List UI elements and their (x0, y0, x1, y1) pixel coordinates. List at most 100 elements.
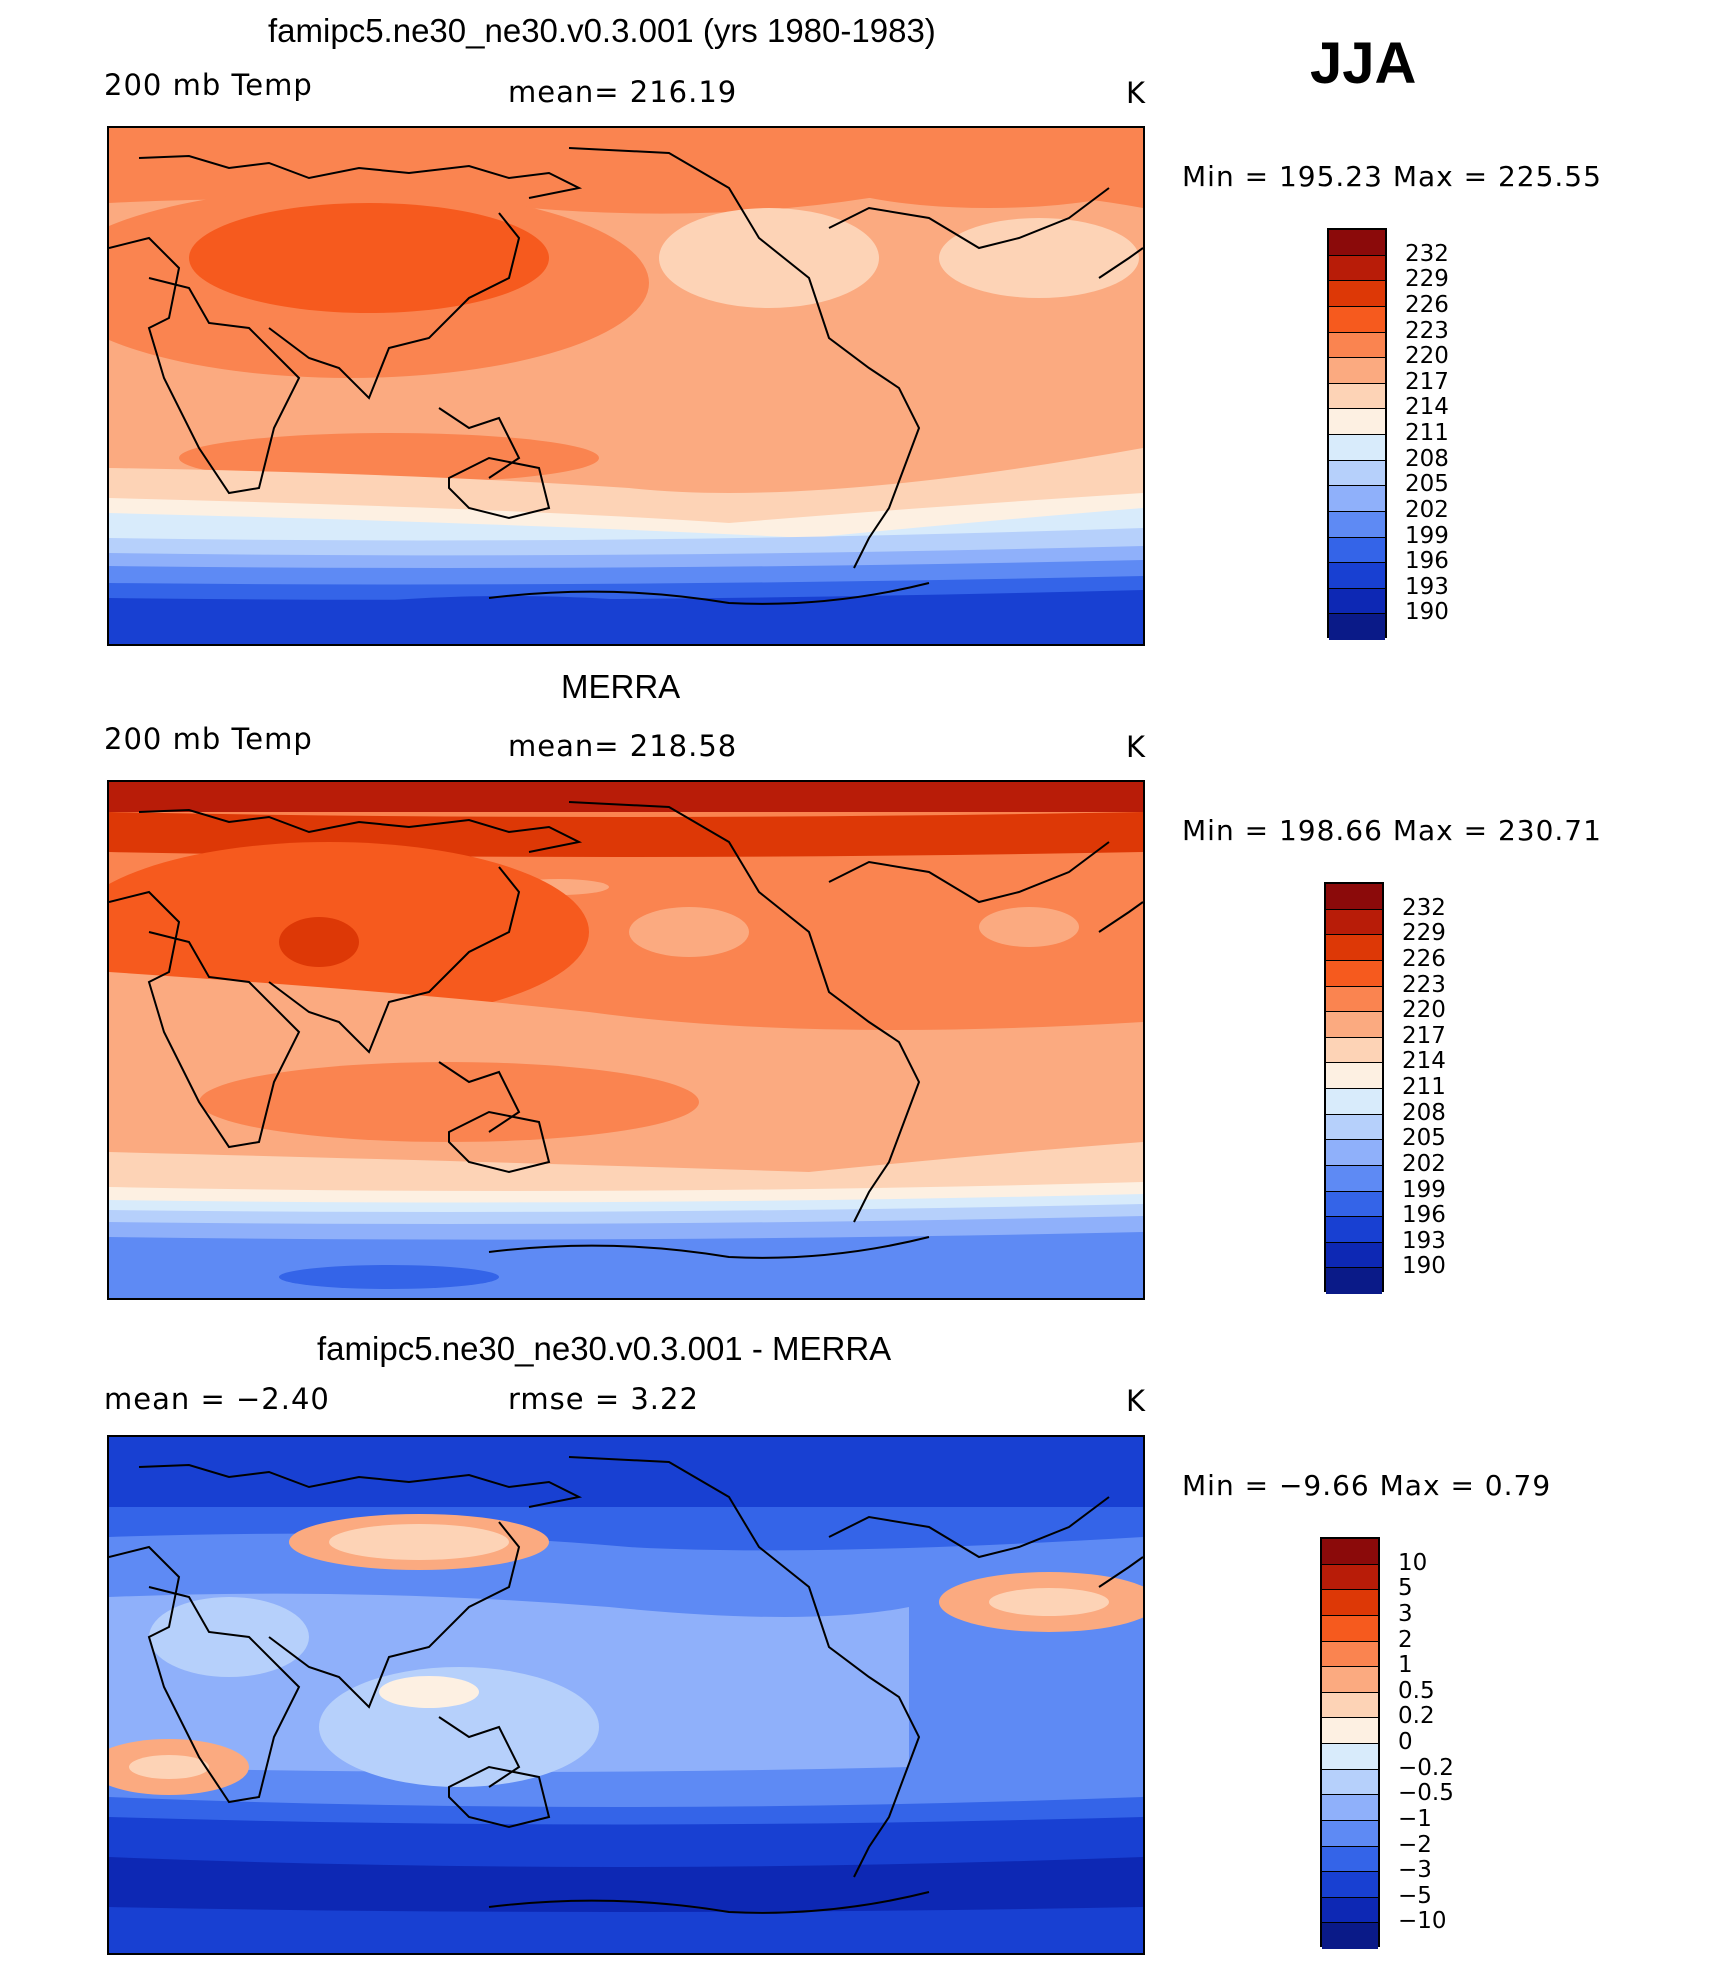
panel1-coastlines (109, 147, 1143, 605)
season-label: JJA (1310, 31, 1417, 96)
colorbar-tick-label: 193 (1402, 1227, 1446, 1254)
colorbar-swatch (1326, 986, 1382, 1013)
colorbar-swatch (1326, 1268, 1382, 1294)
panel2-units: K (1126, 730, 1147, 764)
colorbar-swatch (1326, 935, 1382, 961)
colorbar-swatch (1329, 511, 1385, 538)
colorbar-swatch (1322, 1846, 1378, 1873)
colorbar-tick-label: −10 (1398, 1908, 1447, 1935)
colorbar-swatch (1322, 1769, 1378, 1796)
colorbar-tick-label: 196 (1405, 548, 1449, 575)
colorbar-tick-label: 2 (1398, 1626, 1413, 1653)
colorbar-swatch (1329, 230, 1385, 256)
colorbar-swatch (1329, 588, 1385, 615)
colorbar-swatch (1329, 435, 1385, 461)
colorbar-swatch (1326, 1242, 1382, 1269)
panel1-minmax: Min = 195.23 Max = 225.55 (1182, 160, 1602, 193)
panel3-title: famipc5.ne30_ne30.v0.3.001 - MERRA (317, 1330, 892, 1367)
colorbar-tick-label: 202 (1402, 1150, 1446, 1177)
colorbar-swatch (1326, 909, 1382, 936)
colorbar-tick-label: 196 (1402, 1202, 1446, 1229)
colorbar-tick-label: 220 (1402, 997, 1446, 1024)
panel3-minmax: Min = −9.66 Max = 0.79 (1182, 1469, 1552, 1502)
panel1-mean-label: mean= 216.19 (508, 75, 738, 109)
colorbar-tick-label: 5 (1398, 1575, 1413, 1602)
colorbar-tick-label: −5 (1398, 1882, 1432, 1909)
colorbar-tick-label: −2 (1398, 1831, 1432, 1858)
panel2-minmax: Min = 198.66 Max = 230.71 (1182, 814, 1602, 847)
panel3-map-svg (109, 1437, 1143, 1953)
colorbar-swatch (1326, 1165, 1382, 1192)
colorbar-swatch (1322, 1615, 1378, 1642)
colorbar-swatch (1322, 1897, 1378, 1924)
colorbar-tick-label: −1 (1398, 1805, 1432, 1832)
colorbar-swatch (1326, 1191, 1382, 1218)
colorbar-tick-label: 3 (1398, 1600, 1413, 1627)
colorbar-tick-label: 226 (1402, 945, 1446, 972)
colorbar-tick-label: 202 (1405, 496, 1449, 523)
colorbar-swatch (1329, 332, 1385, 359)
colorbar-swatch (1326, 1063, 1382, 1089)
panel2-map-svg (109, 782, 1143, 1298)
colorbar-swatch (1322, 1923, 1378, 1949)
colorbar-swatch (1322, 1744, 1378, 1770)
panel3-rmse-label: rmse = 3.22 (508, 1382, 699, 1416)
colorbar-tick-label: 214 (1402, 1048, 1446, 1075)
panel1-map (107, 126, 1145, 646)
panel2-map (107, 780, 1145, 1300)
panel3-coastlines (109, 1456, 1143, 1914)
panel3-units: K (1126, 1384, 1147, 1418)
colorbar-tick-label: 0.5 (1398, 1677, 1435, 1704)
colorbar-tick-label: 208 (1405, 445, 1449, 472)
colorbar-swatch (1326, 1140, 1382, 1166)
colorbar-tick-label: 0.2 (1398, 1703, 1435, 1730)
panel1-left-label: 200 mb Temp (104, 68, 313, 102)
colorbar-swatch (1329, 255, 1385, 282)
colorbar-swatch (1322, 1564, 1378, 1591)
panel1-units: K (1126, 76, 1147, 110)
colorbar-swatch (1329, 358, 1385, 384)
colorbar-tick-label: 229 (1405, 266, 1449, 293)
colorbar-swatch (1329, 563, 1385, 589)
colorbar-swatch (1322, 1820, 1378, 1847)
colorbar-tick-label: 229 (1402, 920, 1446, 947)
colorbar-swatch (1326, 1114, 1382, 1141)
colorbar-tick-label: 1 (1398, 1652, 1413, 1679)
colorbar-tick-label: 190 (1405, 599, 1449, 626)
colorbar-tick-label: 232 (1405, 240, 1449, 267)
colorbar-tick-label: 217 (1402, 1022, 1446, 1049)
colorbar-swatch (1329, 614, 1385, 640)
colorbar-tick-label: 205 (1405, 471, 1449, 498)
colorbar-swatch (1322, 1641, 1378, 1668)
colorbar-tick-label: 190 (1402, 1253, 1446, 1280)
colorbar-tick-label: −3 (1398, 1857, 1432, 1884)
colorbar-swatch (1326, 1089, 1382, 1115)
colorbar-tick-label: 193 (1405, 573, 1449, 600)
colorbar-swatch (1322, 1539, 1378, 1565)
colorbar-swatch (1326, 884, 1382, 910)
panel1-title: famipc5.ne30_ne30.v0.3.001 (yrs 1980-198… (268, 12, 936, 49)
panel2-mean-label: mean= 218.58 (508, 729, 738, 763)
colorbar-swatch (1329, 460, 1385, 487)
colorbar-swatch (1329, 409, 1385, 435)
colorbar-tick-label: 205 (1402, 1125, 1446, 1152)
colorbar-swatch (1329, 306, 1385, 333)
panel3-map (107, 1435, 1145, 1955)
panel3-colorbar-swatches (1320, 1537, 1380, 1949)
colorbar-tick-label: 0 (1398, 1729, 1413, 1755)
colorbar-tick-label: 211 (1402, 1074, 1446, 1100)
colorbar-swatch (1322, 1692, 1378, 1719)
colorbar-tick-label: 199 (1402, 1176, 1446, 1203)
colorbar-tick-label: 10 (1398, 1549, 1428, 1576)
panel2-coastlines (109, 801, 1143, 1259)
colorbar-swatch (1326, 1217, 1382, 1243)
panel2-colorbar-swatches (1324, 882, 1384, 1294)
colorbar-swatch (1326, 960, 1382, 987)
colorbar-tick-label: 220 (1405, 343, 1449, 370)
colorbar-swatch (1329, 537, 1385, 564)
colorbar-swatch (1329, 383, 1385, 410)
colorbar-swatch (1329, 281, 1385, 307)
colorbar-tick-label: −0.5 (1398, 1780, 1454, 1807)
colorbar-tick-label: −0.2 (1398, 1754, 1454, 1781)
colorbar-tick-label: 211 (1405, 420, 1449, 446)
